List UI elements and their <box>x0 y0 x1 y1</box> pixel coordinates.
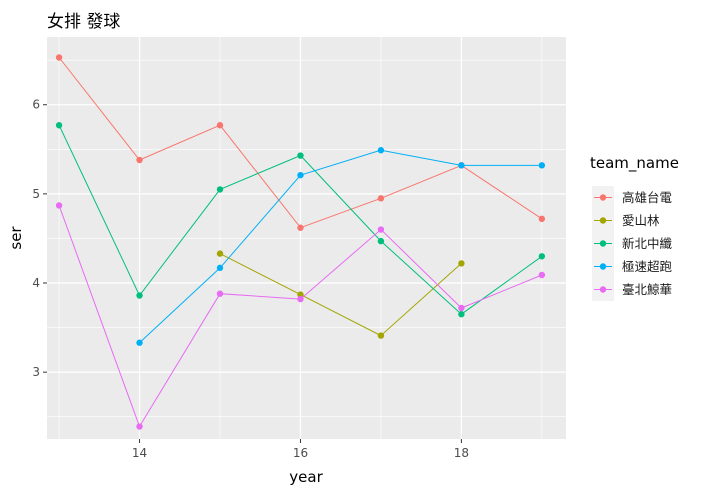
data-point <box>377 147 385 154</box>
series-1 <box>216 250 465 339</box>
legend-item: 臺北鯨華 <box>592 278 672 301</box>
data-point <box>458 162 465 169</box>
data-point <box>297 152 304 159</box>
y-axis-title: ser <box>7 226 25 250</box>
x-axis: 14 16 18 <box>132 439 469 460</box>
chart-title: 女排 發球 <box>47 12 120 32</box>
legend-label: 新北中纖 <box>622 236 673 251</box>
data-point <box>216 122 224 129</box>
x-axis-title: year <box>289 468 323 486</box>
data-point <box>458 260 465 267</box>
data-point <box>297 291 304 298</box>
data-point <box>55 122 63 129</box>
series-line <box>139 149 542 344</box>
y-tick-label: 6 <box>32 98 40 112</box>
data-point <box>538 253 546 260</box>
legend-item: 極速超跑 <box>592 255 673 278</box>
data-point <box>55 54 63 61</box>
y-tick-label: 3 <box>32 365 40 379</box>
y-axis: 3 4 5 6 <box>32 98 47 379</box>
x-tick-label: 18 <box>454 446 469 460</box>
x-tick-label: 16 <box>293 446 308 460</box>
data-point <box>55 202 63 209</box>
x-tick-label: 14 <box>132 446 147 460</box>
legend-title: team_name <box>590 154 679 173</box>
y-tick-label: 4 <box>32 276 40 290</box>
legend-key-point <box>599 194 607 201</box>
legend-item: 新北中纖 <box>592 232 673 255</box>
series-layer <box>55 54 546 430</box>
legend-label: 愛山林 <box>622 213 660 228</box>
series-line <box>219 253 462 337</box>
legend-item: 愛山林 <box>592 209 660 232</box>
legend-key-point <box>599 217 607 224</box>
legend-label: 高雄台電 <box>622 190 673 205</box>
data-point <box>377 226 385 233</box>
data-point <box>136 339 143 346</box>
legend-label: 臺北鯨華 <box>622 282 672 297</box>
data-point <box>297 295 304 303</box>
legend-label: 極速超跑 <box>622 259 673 274</box>
y-tick-label: 5 <box>32 187 40 201</box>
data-point <box>136 292 143 299</box>
legend-item: 高雄台電 <box>592 186 673 209</box>
data-point <box>216 186 224 193</box>
data-point <box>216 264 224 272</box>
data-point <box>297 224 304 231</box>
data-point <box>377 332 385 339</box>
series-4 <box>55 202 546 430</box>
plot-panel <box>47 37 566 439</box>
legend-key-point <box>599 240 607 247</box>
data-point <box>216 290 224 297</box>
data-point <box>297 171 304 179</box>
legend-key-point <box>599 286 607 293</box>
data-point <box>538 271 546 279</box>
legend-key-point <box>599 263 607 270</box>
data-point <box>458 311 465 318</box>
data-point <box>136 156 143 164</box>
data-point <box>377 195 385 202</box>
data-point <box>538 215 546 223</box>
series-2 <box>55 122 546 318</box>
data-point <box>377 237 385 245</box>
data-point <box>136 423 143 430</box>
data-point <box>538 162 546 169</box>
series-3 <box>136 147 546 346</box>
data-point <box>216 250 224 257</box>
data-point <box>458 304 465 312</box>
